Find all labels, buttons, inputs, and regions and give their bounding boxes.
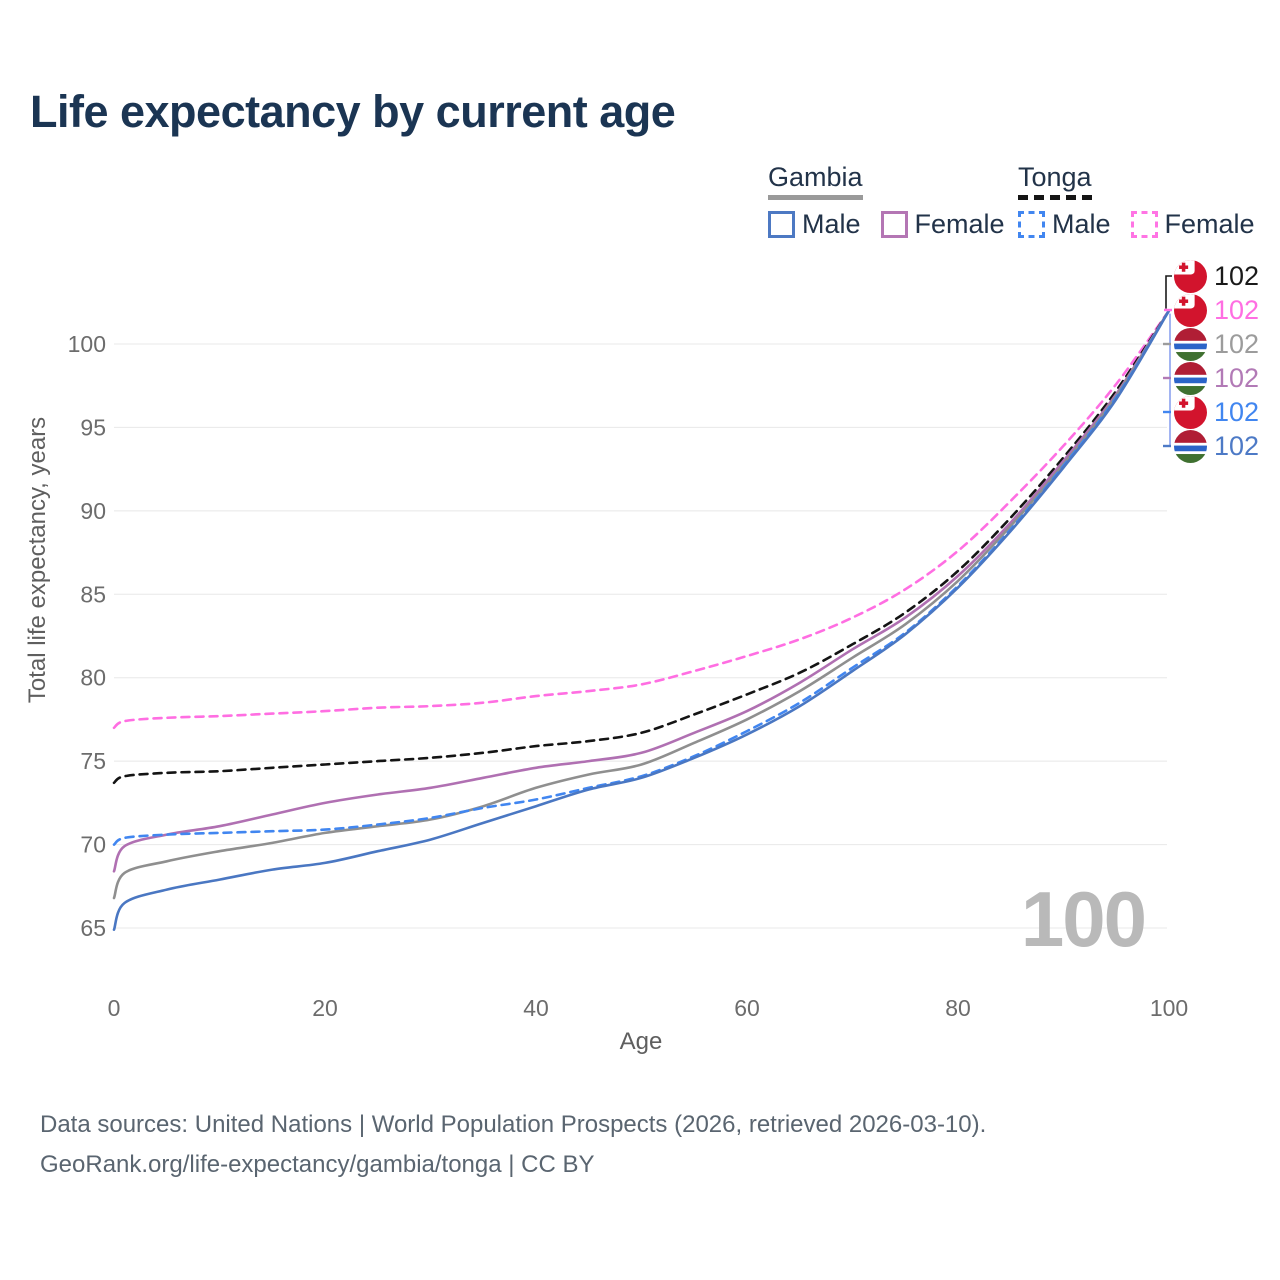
y-tick-label: 100 bbox=[68, 331, 106, 357]
legend-item-tonga-female[interactable]: Female bbox=[1130, 209, 1255, 240]
tonga-flag-icon bbox=[1174, 395, 1207, 429]
y-tick-label: 65 bbox=[80, 915, 106, 941]
y-tick-label: 75 bbox=[80, 748, 106, 774]
gambia-female-swatch-icon bbox=[880, 211, 908, 238]
end-label-value: 102 bbox=[1214, 295, 1260, 325]
tonga-female-swatch-icon bbox=[1130, 211, 1158, 238]
legend-group-gambia: Gambia Male Female bbox=[768, 162, 1025, 240]
legend-item-gambia-female[interactable]: Female bbox=[880, 209, 1005, 240]
end-label-value: 102 bbox=[1214, 329, 1260, 359]
gambia-flag-icon bbox=[1174, 327, 1207, 361]
end-label-leader-lines bbox=[1163, 275, 1172, 448]
legend-item-tonga-male[interactable]: Male bbox=[1018, 209, 1111, 240]
series-line-tonga-all[interactable] bbox=[112, 309, 1171, 785]
y-axis-label: Total life expectancy, years bbox=[24, 417, 51, 703]
x-tick-label: 100 bbox=[1150, 995, 1188, 1021]
gambia-male-swatch-icon bbox=[768, 211, 795, 238]
end-label-tonga-1[interactable]: 102 bbox=[1174, 293, 1259, 327]
end-label-gambia-2[interactable]: 102 bbox=[1174, 327, 1259, 361]
legend-label-tonga-male: Male bbox=[1052, 209, 1111, 239]
legend-label-gambia-male: Male bbox=[802, 209, 861, 239]
gridlines bbox=[114, 343, 1167, 929]
series-line-gambia-male[interactable] bbox=[112, 309, 1171, 931]
legend-country-gambia[interactable]: Gambia bbox=[768, 162, 863, 200]
legend-row-tonga: Male Female bbox=[1018, 209, 1275, 240]
x-tick-label: 80 bbox=[945, 995, 971, 1021]
series-line-tonga-female[interactable] bbox=[112, 309, 1171, 730]
legend-row-gambia: Male Female bbox=[768, 209, 1025, 240]
legend-group-tonga: Tonga Male Female bbox=[1018, 162, 1275, 240]
end-label-gambia-3[interactable]: 102 bbox=[1174, 361, 1259, 395]
y-tick-label: 95 bbox=[80, 414, 106, 440]
end-label-gambia-5[interactable]: 102 bbox=[1174, 429, 1259, 463]
end-label-value: 102 bbox=[1214, 363, 1260, 393]
y-tick-label: 90 bbox=[80, 498, 106, 524]
series-line-gambia-female[interactable] bbox=[112, 309, 1171, 873]
y-tick-label: 80 bbox=[80, 665, 106, 691]
legend-item-gambia-male[interactable]: Male bbox=[768, 209, 861, 240]
age-watermark: 100 bbox=[1021, 875, 1145, 963]
series-line-gambia-all[interactable] bbox=[112, 309, 1171, 900]
y-tick-label: 70 bbox=[80, 832, 106, 858]
leader-line-tonga-all bbox=[1165, 275, 1172, 309]
tonga-flag-icon bbox=[1174, 259, 1207, 293]
x-tick-label: 0 bbox=[108, 995, 121, 1021]
tonga-flag-icon bbox=[1174, 293, 1207, 327]
end-label-tonga-4[interactable]: 102 bbox=[1174, 395, 1259, 429]
legend-label-gambia-female: Female bbox=[914, 209, 1005, 239]
gambia-flag-icon bbox=[1174, 361, 1207, 395]
end-label-value: 102 bbox=[1214, 261, 1260, 291]
footer-attribution: GeoRank.org/life-expectancy/gambia/tonga… bbox=[40, 1151, 595, 1178]
y-tick-label: 85 bbox=[80, 581, 106, 607]
end-label-tonga-0[interactable]: 102 bbox=[1174, 259, 1259, 293]
gambia-flag-icon bbox=[1174, 429, 1207, 463]
x-tick-label: 20 bbox=[312, 995, 338, 1021]
series-lines bbox=[112, 309, 1171, 931]
page-title: Life expectancy by current age bbox=[30, 86, 676, 137]
end-label-value: 102 bbox=[1214, 431, 1260, 461]
x-tick-label: 60 bbox=[734, 995, 760, 1021]
footer: Data sources: United Nations | World Pop… bbox=[40, 1105, 986, 1185]
axis-ticks: 65 70 75 80 85 90 95 100 0 20 40 60 80 100 bbox=[68, 331, 1189, 1021]
footer-data-sources: Data sources: United Nations | World Pop… bbox=[40, 1111, 987, 1138]
x-axis-label: Age bbox=[620, 1028, 663, 1055]
legend-label-tonga-female: Female bbox=[1164, 209, 1255, 239]
end-label-value: 102 bbox=[1214, 397, 1260, 427]
legend-country-tonga[interactable]: Tonga bbox=[1018, 162, 1092, 200]
tonga-male-swatch-icon bbox=[1018, 211, 1045, 238]
x-tick-label: 40 bbox=[523, 995, 549, 1021]
